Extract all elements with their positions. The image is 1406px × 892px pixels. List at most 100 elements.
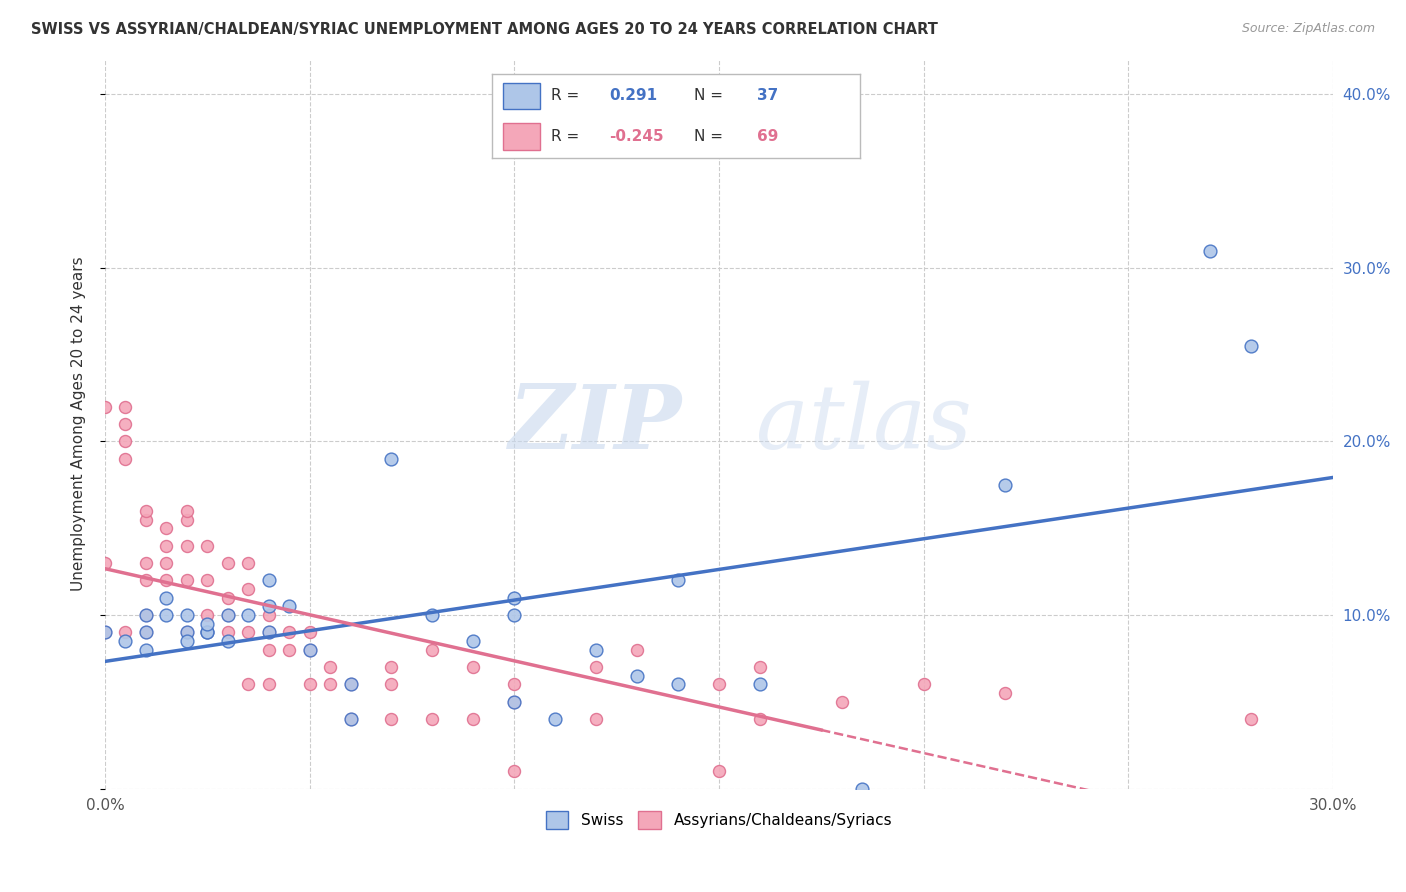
Point: [114, 400, 136, 414]
Point: [748, 677, 770, 691]
Point: [380, 712, 402, 726]
Point: [298, 642, 321, 657]
Point: [1199, 244, 1222, 258]
Point: [626, 669, 648, 683]
Point: [155, 607, 177, 622]
Point: [707, 764, 730, 779]
Point: [585, 642, 607, 657]
Point: [155, 591, 177, 605]
Point: [257, 642, 280, 657]
Point: [503, 695, 526, 709]
Point: [257, 574, 280, 588]
Point: [135, 574, 157, 588]
Point: [278, 625, 301, 640]
Point: [238, 582, 260, 596]
Point: [278, 642, 301, 657]
Point: [257, 607, 280, 622]
Point: [298, 642, 321, 657]
Point: [135, 512, 157, 526]
Point: [94, 625, 117, 640]
Point: [195, 574, 218, 588]
Point: [422, 712, 444, 726]
Point: [195, 607, 218, 622]
Point: [748, 660, 770, 674]
Point: [135, 504, 157, 518]
Point: [176, 539, 198, 553]
Point: [155, 521, 177, 535]
Point: [217, 556, 239, 570]
Point: [176, 512, 198, 526]
Point: [380, 677, 402, 691]
Point: [298, 677, 321, 691]
Point: [463, 712, 485, 726]
Point: [155, 574, 177, 588]
Point: [114, 434, 136, 449]
Point: [666, 574, 689, 588]
Point: [135, 607, 157, 622]
Point: [135, 556, 157, 570]
Point: [1240, 712, 1263, 726]
Point: [1240, 339, 1263, 353]
Point: [503, 764, 526, 779]
Point: [217, 591, 239, 605]
Point: [544, 712, 567, 726]
Point: [238, 556, 260, 570]
Point: [135, 625, 157, 640]
Point: [278, 599, 301, 614]
Point: [176, 625, 198, 640]
Point: [217, 634, 239, 648]
Point: [851, 781, 873, 796]
Text: ZIP: ZIP: [509, 381, 682, 467]
Point: [176, 634, 198, 648]
Point: [422, 642, 444, 657]
Point: [339, 677, 361, 691]
Point: [380, 660, 402, 674]
Point: [135, 642, 157, 657]
Point: [626, 642, 648, 657]
Point: [238, 607, 260, 622]
Point: [339, 677, 361, 691]
Point: [257, 677, 280, 691]
Point: [585, 660, 607, 674]
Point: [155, 539, 177, 553]
Point: [94, 625, 117, 640]
Point: [238, 625, 260, 640]
Point: [176, 574, 198, 588]
Point: [339, 712, 361, 726]
Point: [831, 695, 853, 709]
Point: [195, 625, 218, 640]
Point: [176, 625, 198, 640]
Point: [503, 695, 526, 709]
Point: [339, 712, 361, 726]
Point: [114, 634, 136, 648]
Point: [463, 634, 485, 648]
Text: SWISS VS ASSYRIAN/CHALDEAN/SYRIAC UNEMPLOYMENT AMONG AGES 20 TO 24 YEARS CORRELA: SWISS VS ASSYRIAN/CHALDEAN/SYRIAC UNEMPL…: [31, 22, 938, 37]
Point: [135, 607, 157, 622]
Point: [176, 504, 198, 518]
Point: [994, 686, 1017, 700]
Point: [195, 625, 218, 640]
Point: [380, 451, 402, 466]
Point: [503, 607, 526, 622]
Point: [155, 556, 177, 570]
Point: [503, 677, 526, 691]
Point: [195, 625, 218, 640]
Point: [135, 625, 157, 640]
Point: [238, 677, 260, 691]
Point: [217, 625, 239, 640]
Point: [217, 607, 239, 622]
Y-axis label: Unemployment Among Ages 20 to 24 years: Unemployment Among Ages 20 to 24 years: [72, 257, 86, 591]
Point: [195, 616, 218, 631]
Point: [257, 625, 280, 640]
Legend: Swiss, Assyrians/Chaldeans/Syriacs: Swiss, Assyrians/Chaldeans/Syriacs: [540, 805, 898, 836]
Point: [114, 625, 136, 640]
Point: [257, 625, 280, 640]
Point: [298, 625, 321, 640]
Text: atlas: atlas: [755, 381, 972, 467]
Point: [666, 677, 689, 691]
Point: [217, 607, 239, 622]
Point: [463, 660, 485, 674]
Point: [94, 400, 117, 414]
Point: [176, 607, 198, 622]
Point: [707, 677, 730, 691]
